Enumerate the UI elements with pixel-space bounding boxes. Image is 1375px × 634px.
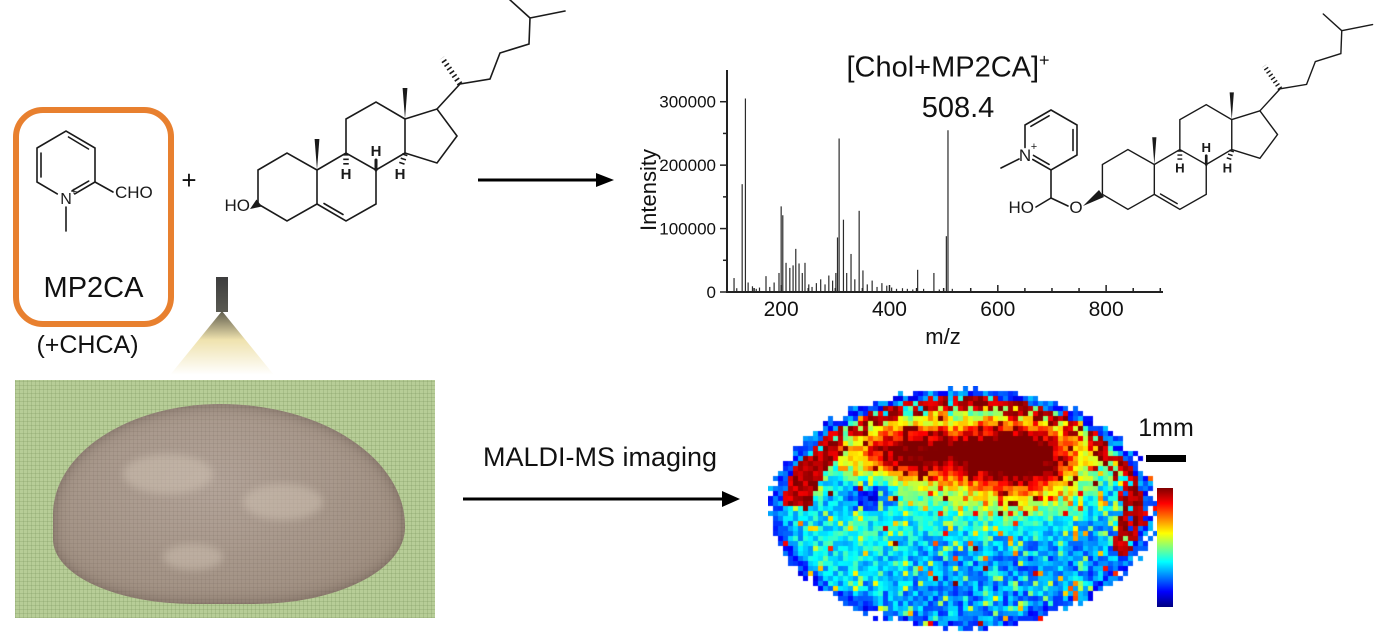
sprayer-spray-icon [170, 311, 274, 375]
svg-text:100000: 100000 [659, 220, 716, 239]
svg-text:0: 0 [707, 283, 716, 302]
y-axis-label: Intensity [636, 149, 661, 231]
reaction-arrow-icon [478, 173, 614, 187]
n-methyl-bond [1000, 158, 1020, 169]
matrix-name: MP2CA [43, 272, 144, 304]
spectrum-title: [Chol+MP2CA]+ [788, 50, 1108, 85]
svg-text:400: 400 [872, 298, 907, 321]
mass-spectrum-panel: 0 100000 200000 300000 200 400 600 800 [Chol+MP… [628, 48, 1193, 373]
svg-text:300000: 300000 [659, 93, 716, 112]
svg-text:200: 200 [764, 298, 799, 321]
intensity-colorbar [1157, 488, 1173, 607]
nitrogen-label: N [1019, 146, 1031, 165]
tissue-highlight [123, 454, 213, 494]
mass-spectrum-chart: 0 100000 200000 300000 200 400 600 800 [659, 70, 1163, 321]
tissue-highlight [163, 544, 223, 570]
maldi-process-label: MALDI-MS imaging [482, 442, 718, 472]
sprayer-nozzle-icon [216, 277, 228, 312]
maldi-arrow-icon [463, 491, 740, 507]
svg-text:600: 600 [980, 298, 1015, 321]
svg-text:200000: 200000 [659, 156, 716, 175]
peak-annotation: 508.4 [921, 92, 995, 124]
spectrum-title-sup: + [1039, 50, 1050, 70]
ho-label: HO [225, 196, 251, 215]
ho-label: HO [1009, 198, 1035, 217]
cholesterol-structure: H H H HO [225, 0, 573, 269]
nitrogen-label: N [60, 191, 72, 208]
matrix-additive: (+CHCA) [36, 331, 139, 359]
svg-text:800: 800 [1089, 298, 1124, 321]
scale-bar-label: 1mm [1138, 414, 1194, 442]
maldi-heatmap-image [768, 386, 1160, 632]
charge-label: + [1031, 141, 1037, 153]
tissue-panel [15, 380, 435, 618]
plus-sign: + [181, 165, 197, 195]
x-axis-label: m/z [925, 324, 961, 349]
o-c3-wedge [1083, 190, 1104, 206]
charge-label: + [71, 186, 77, 198]
product-structure: N + HO O [1000, 0, 1375, 217]
mp2ca-structure: N + CHO [36, 130, 153, 232]
o-label: O [1069, 198, 1082, 217]
spectrum-title-text: [Chol+MP2CA] [846, 51, 1040, 84]
cho-label: CHO [115, 183, 153, 202]
tissue-section-image [53, 404, 405, 604]
matrix-box: N + CHO [13, 107, 174, 327]
scale-bar [1146, 455, 1186, 462]
c3-oh-wedge [250, 199, 262, 209]
tissue-highlight [243, 484, 323, 520]
